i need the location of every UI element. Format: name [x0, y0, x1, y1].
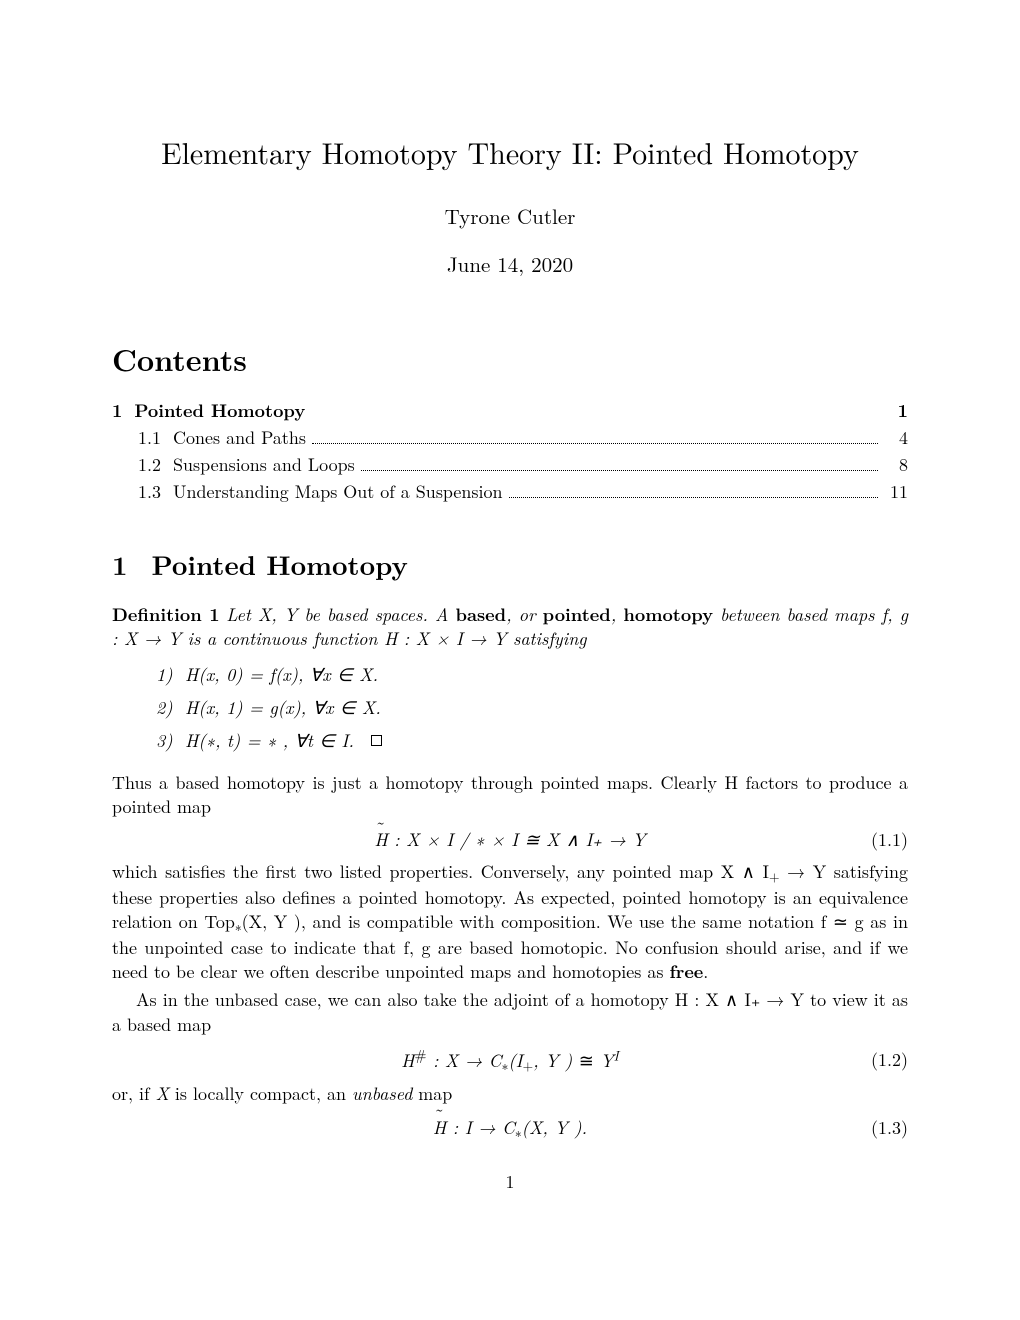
- paragraph: As in the unbased case, we can also take…: [112, 988, 908, 1037]
- definition-label: Definition 1: [112, 602, 220, 627]
- equation-tag: (1.1): [871, 827, 908, 852]
- definition-text-pre: Let X, Y be based spaces. A: [226, 602, 455, 627]
- definition-bold: pointed: [543, 602, 611, 627]
- paragraph: or, if X is locally compact, an unbased …: [112, 1082, 908, 1106]
- paper-title: Elementary Homotopy Theory II: Pointed H…: [112, 130, 908, 173]
- equation-body: H : X × I / ∗ × I ≅ X ∧ I₊ → Y: [374, 827, 645, 852]
- equation: H : I → C∗(X, Y ). (1.3): [112, 1115, 908, 1141]
- item-num: 2): [156, 695, 173, 720]
- definition-text: Let X, Y be based spaces. A based, or po…: [112, 602, 908, 651]
- toc-dots: [361, 470, 878, 471]
- list-item: 3) H(∗, t) = ∗ , ∀t ∈ I.: [156, 728, 908, 753]
- list-item: 1) H(x, 0) = f(x), ∀x ∈ X.: [156, 662, 908, 687]
- list-item: 2) H(x, 1) = g(x), ∀x ∈ X.: [156, 695, 908, 720]
- item-text: H(x, 1) = g(x), ∀x ∈ X.: [185, 695, 381, 720]
- toc-subsection: 1.3 Understanding Maps Out of a Suspensi…: [112, 479, 908, 504]
- toc-subsection-label: Cones and Paths: [173, 425, 306, 450]
- item-text: H(x, 0) = f(x), ∀x ∈ X.: [185, 662, 378, 687]
- equation-body: H : I → C∗(X, Y ).: [433, 1115, 587, 1141]
- toc-subsection-label: Suspensions and Loops: [173, 452, 355, 477]
- item-num: 3): [156, 728, 173, 753]
- section-number: 1: [112, 544, 128, 583]
- paragraph-text: As in the unbased case, we can also take…: [112, 987, 908, 1036]
- definition-text-mid: ,: [611, 602, 624, 627]
- toc-subsection-num: 1.1: [138, 425, 161, 450]
- toc-subsection-page: 11: [884, 479, 908, 504]
- toc-subsection-label: Understanding Maps Out of a Suspension: [173, 479, 503, 504]
- paragraph-bold: free: [669, 959, 703, 984]
- toc-subsection-num: 1.3: [138, 479, 161, 504]
- page-number: 1: [112, 1169, 908, 1194]
- toc-dots: [312, 443, 878, 444]
- toc-section-page: 1: [884, 398, 908, 423]
- toc-subsection: 1.2 Suspensions and Loops 8: [112, 452, 908, 477]
- paragraph: which satisfies the first two listed pro…: [112, 860, 908, 984]
- section-heading: 1 Pointed Homotopy: [112, 544, 908, 583]
- tilde-H: H: [374, 827, 387, 852]
- date: June 14, 2020: [112, 249, 908, 279]
- definition: Definition 1 Let X, Y be based spaces. A…: [112, 603, 908, 652]
- paragraph-text: Thus a based homotopy is just a homotopy…: [112, 770, 908, 819]
- contents-heading: Contents: [112, 337, 908, 380]
- table-of-contents: 1 Pointed Homotopy 1 1.1 Cones and Paths…: [112, 398, 908, 504]
- subscript-star: ∗: [235, 916, 242, 935]
- toc-subsection-page: 4: [884, 425, 908, 450]
- equation: H : X × I / ∗ × I ≅ X ∧ I₊ → Y (1.1): [112, 827, 908, 852]
- eq-lhs: H: [374, 827, 387, 852]
- paragraph-text: or, if X is locally compact, an unbased …: [112, 1081, 452, 1106]
- definition-list: 1) H(x, 0) = f(x), ∀x ∈ X. 2) H(x, 1) = …: [112, 662, 908, 753]
- toc-dots: [509, 497, 878, 498]
- equation-body: H# : X → C∗(I+, Y ) ≅ YI: [401, 1045, 619, 1074]
- equation-tag: (1.3): [871, 1115, 908, 1140]
- item-num: 1): [156, 662, 173, 687]
- toc-subsection: 1.1 Cones and Paths 4: [112, 425, 908, 450]
- equation: H# : X → C∗(I+, Y ) ≅ YI (1.2): [112, 1045, 908, 1074]
- sharp-icon: #: [415, 1045, 427, 1065]
- eq-lhs: H: [433, 1115, 446, 1140]
- equation-tag: (1.2): [871, 1047, 908, 1072]
- qed-icon: [371, 735, 382, 746]
- paragraph: Thus a based homotopy is just a homotopy…: [112, 771, 908, 820]
- definition-bold: based: [455, 602, 506, 627]
- definition-text-mid: , or: [506, 602, 542, 627]
- item-text: H(∗, t) = ∗ , ∀t ∈ I.: [185, 728, 354, 753]
- toc-section: 1 Pointed Homotopy 1: [112, 398, 908, 423]
- toc-section-label: Pointed Homotopy: [134, 398, 305, 423]
- toc-section-num: 1: [112, 398, 122, 423]
- toc-subsection-page: 8: [884, 452, 908, 477]
- subscript-plus: +: [769, 867, 780, 886]
- section-title: Pointed Homotopy: [152, 544, 408, 583]
- toc-subsection-num: 1.2: [138, 452, 161, 477]
- paragraph-text: .: [703, 959, 708, 984]
- tilde-H: H: [433, 1115, 446, 1140]
- definition-bold: homotopy: [623, 602, 713, 627]
- page: Elementary Homotopy Theory II: Pointed H…: [0, 0, 1020, 1244]
- eq-body: : X × I / ∗ × I ≅ X ∧ I₊ → Y: [388, 827, 646, 852]
- paragraph-text: which satisfies the first two listed pro…: [112, 859, 769, 884]
- author: Tyrone Cutler: [112, 201, 908, 231]
